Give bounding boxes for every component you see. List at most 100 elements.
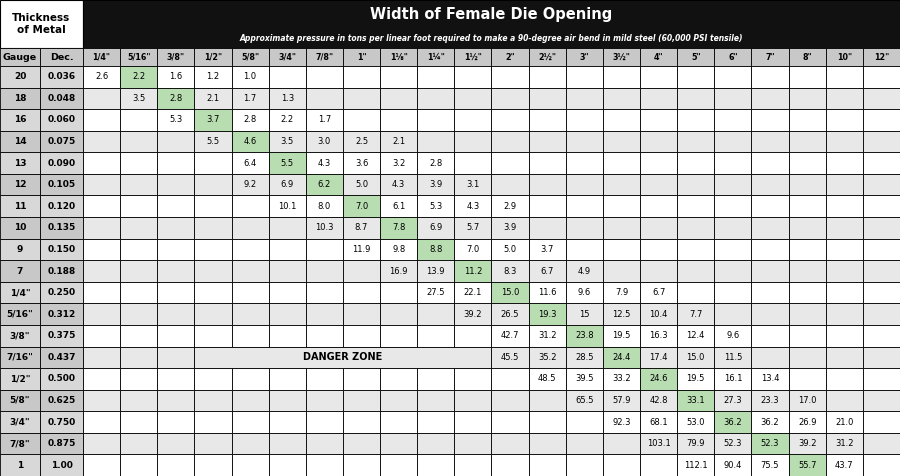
Bar <box>863 282 900 303</box>
Text: 10.1: 10.1 <box>278 202 296 211</box>
Bar <box>825 217 863 238</box>
Bar <box>343 66 380 88</box>
Bar <box>825 282 863 303</box>
Bar <box>120 196 158 217</box>
Bar <box>269 88 306 109</box>
Bar <box>454 152 491 174</box>
Bar <box>0 325 40 347</box>
Bar <box>677 303 715 325</box>
Bar <box>83 347 120 368</box>
Bar <box>0 174 40 196</box>
Text: 16: 16 <box>14 116 26 124</box>
Bar <box>528 325 566 347</box>
Text: 3.5: 3.5 <box>132 94 145 103</box>
Bar <box>715 303 752 325</box>
Bar <box>677 347 715 368</box>
Text: 0.875: 0.875 <box>48 439 76 448</box>
Bar <box>306 109 343 131</box>
Bar <box>603 174 640 196</box>
Bar <box>752 131 788 152</box>
Text: 0.036: 0.036 <box>48 72 76 81</box>
Text: 11.6: 11.6 <box>538 288 556 297</box>
Bar <box>418 260 454 282</box>
Text: 7: 7 <box>17 267 23 276</box>
Bar <box>40 303 83 325</box>
Text: 79.9: 79.9 <box>687 439 705 448</box>
Bar <box>788 174 825 196</box>
Bar <box>491 174 528 196</box>
Bar <box>677 455 715 476</box>
Text: 1.0: 1.0 <box>244 72 256 81</box>
Bar <box>491 303 528 325</box>
Bar <box>231 217 269 238</box>
Bar <box>83 152 120 174</box>
Text: 2.8: 2.8 <box>429 159 443 168</box>
Bar <box>194 238 231 260</box>
Bar <box>566 48 603 66</box>
Bar <box>825 196 863 217</box>
Text: 43.7: 43.7 <box>835 461 853 470</box>
Bar <box>454 48 491 66</box>
Bar <box>40 217 83 238</box>
Bar <box>269 455 306 476</box>
Bar <box>825 88 863 109</box>
Text: 3.7: 3.7 <box>541 245 554 254</box>
Text: 9.6: 9.6 <box>726 331 740 340</box>
Bar <box>0 347 40 368</box>
Bar <box>715 66 752 88</box>
Bar <box>528 88 566 109</box>
Bar <box>231 260 269 282</box>
Text: 2.8: 2.8 <box>169 94 183 103</box>
Bar <box>788 282 825 303</box>
Bar <box>269 238 306 260</box>
Bar <box>343 48 380 66</box>
Text: 9.8: 9.8 <box>392 245 405 254</box>
Bar <box>715 411 752 433</box>
Text: 15: 15 <box>579 310 590 318</box>
Bar <box>715 196 752 217</box>
Text: 0.105: 0.105 <box>48 180 76 189</box>
Text: 1.2: 1.2 <box>206 72 220 81</box>
Text: 12.5: 12.5 <box>612 310 631 318</box>
Text: 5.0: 5.0 <box>355 180 368 189</box>
Bar <box>0 109 40 131</box>
Text: Width of Female Die Opening: Width of Female Die Opening <box>371 7 613 22</box>
Bar <box>380 131 418 152</box>
Bar <box>825 368 863 390</box>
Bar <box>677 217 715 238</box>
Bar <box>158 217 194 238</box>
Bar <box>231 88 269 109</box>
Bar <box>491 347 528 368</box>
Bar <box>380 455 418 476</box>
Text: 28.5: 28.5 <box>575 353 594 362</box>
Bar <box>528 174 566 196</box>
Text: 13.4: 13.4 <box>760 375 779 383</box>
Bar <box>83 325 120 347</box>
Bar <box>0 433 40 455</box>
Bar <box>454 282 491 303</box>
Text: 6.7: 6.7 <box>652 288 665 297</box>
Bar <box>603 48 640 66</box>
Bar <box>158 260 194 282</box>
Bar <box>269 260 306 282</box>
Bar <box>0 0 83 48</box>
Bar <box>418 217 454 238</box>
Bar <box>752 66 788 88</box>
Text: 13.9: 13.9 <box>427 267 445 276</box>
Bar <box>0 196 40 217</box>
Bar <box>640 217 677 238</box>
Text: 39.2: 39.2 <box>798 439 816 448</box>
Bar <box>343 325 380 347</box>
Bar <box>306 411 343 433</box>
Text: 21.0: 21.0 <box>835 417 853 426</box>
Text: 57.9: 57.9 <box>612 396 631 405</box>
Bar <box>603 390 640 411</box>
Bar <box>418 347 454 368</box>
Text: 9: 9 <box>17 245 23 254</box>
Bar <box>120 390 158 411</box>
Bar <box>603 368 640 390</box>
Bar <box>603 66 640 88</box>
Text: 53.0: 53.0 <box>687 417 705 426</box>
Bar <box>491 411 528 433</box>
Bar <box>715 174 752 196</box>
